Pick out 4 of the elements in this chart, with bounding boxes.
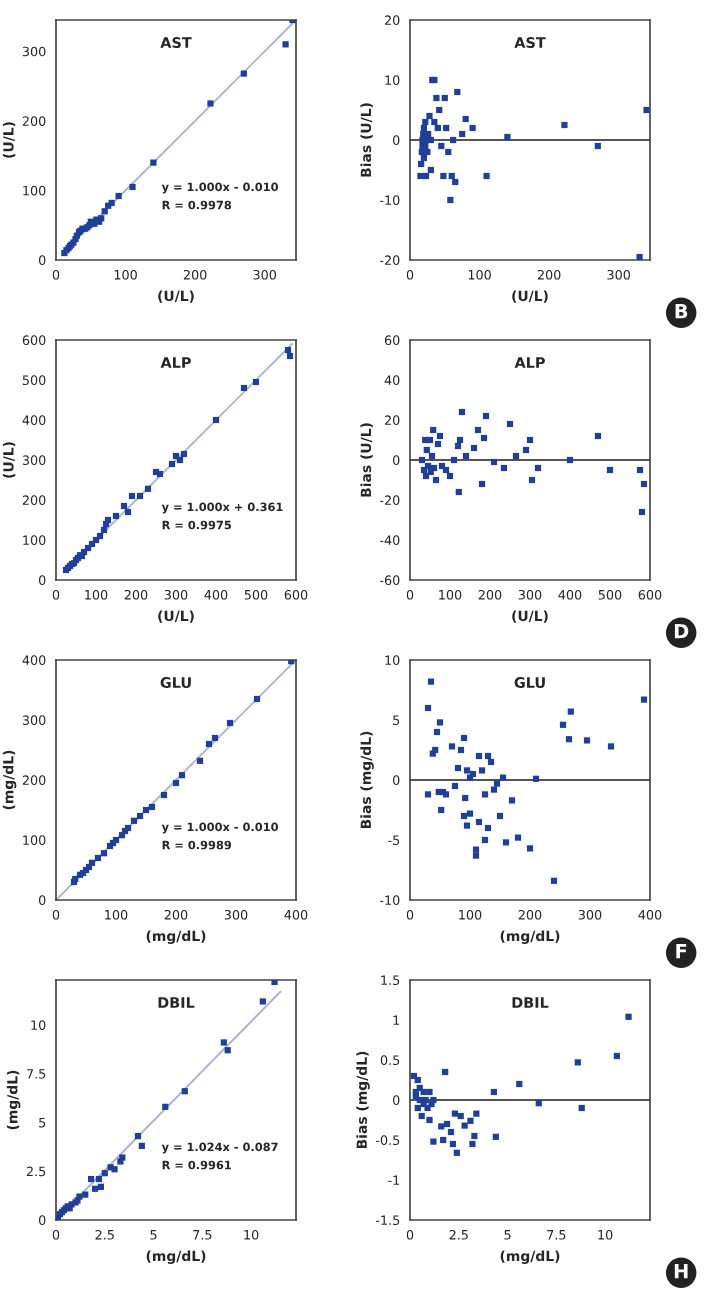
text: B: [675, 303, 688, 319]
text: H: [674, 1263, 688, 1279]
text: F: [676, 943, 687, 959]
text: D: [674, 623, 689, 639]
